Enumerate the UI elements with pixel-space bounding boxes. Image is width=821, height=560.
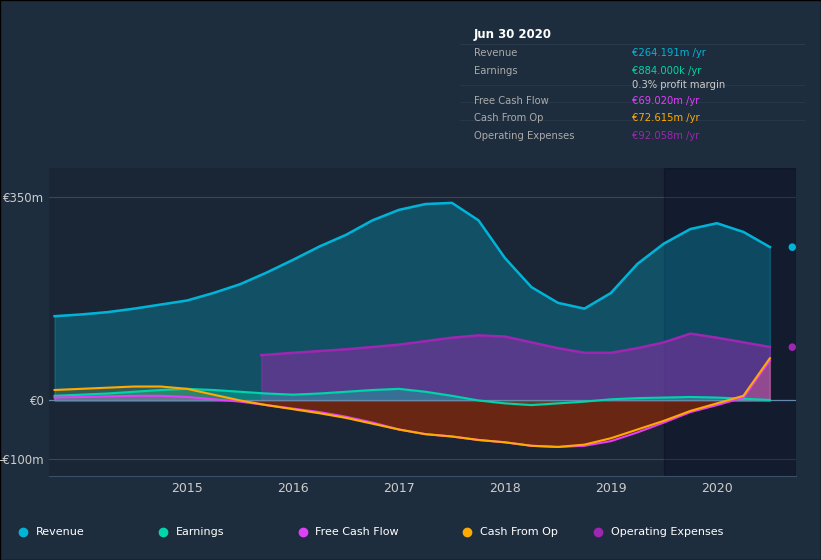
Text: €264.191m /yr: €264.191m /yr	[632, 48, 706, 58]
Text: €884.000k /yr: €884.000k /yr	[632, 66, 702, 76]
Text: €92.058m /yr: €92.058m /yr	[632, 130, 699, 141]
Text: ●: ●	[788, 342, 796, 352]
Text: Cash From Op: Cash From Op	[474, 113, 543, 123]
Text: Operating Expenses: Operating Expenses	[611, 527, 723, 537]
Text: Operating Expenses: Operating Expenses	[474, 130, 574, 141]
Text: 0.3% profit margin: 0.3% profit margin	[632, 80, 726, 90]
Text: €69.020m /yr: €69.020m /yr	[632, 96, 699, 106]
Text: ●: ●	[788, 242, 796, 252]
Text: Cash From Op: Cash From Op	[479, 527, 557, 537]
Text: Earnings: Earnings	[474, 66, 517, 76]
Text: Earnings: Earnings	[176, 527, 224, 537]
Text: Free Cash Flow: Free Cash Flow	[315, 527, 399, 537]
Text: Free Cash Flow: Free Cash Flow	[474, 96, 548, 106]
Bar	[664, 168, 796, 476]
Text: €72.615m /yr: €72.615m /yr	[632, 113, 699, 123]
Text: Revenue: Revenue	[474, 48, 517, 58]
Text: Jun 30 2020: Jun 30 2020	[474, 28, 552, 41]
Text: Revenue: Revenue	[36, 527, 85, 537]
